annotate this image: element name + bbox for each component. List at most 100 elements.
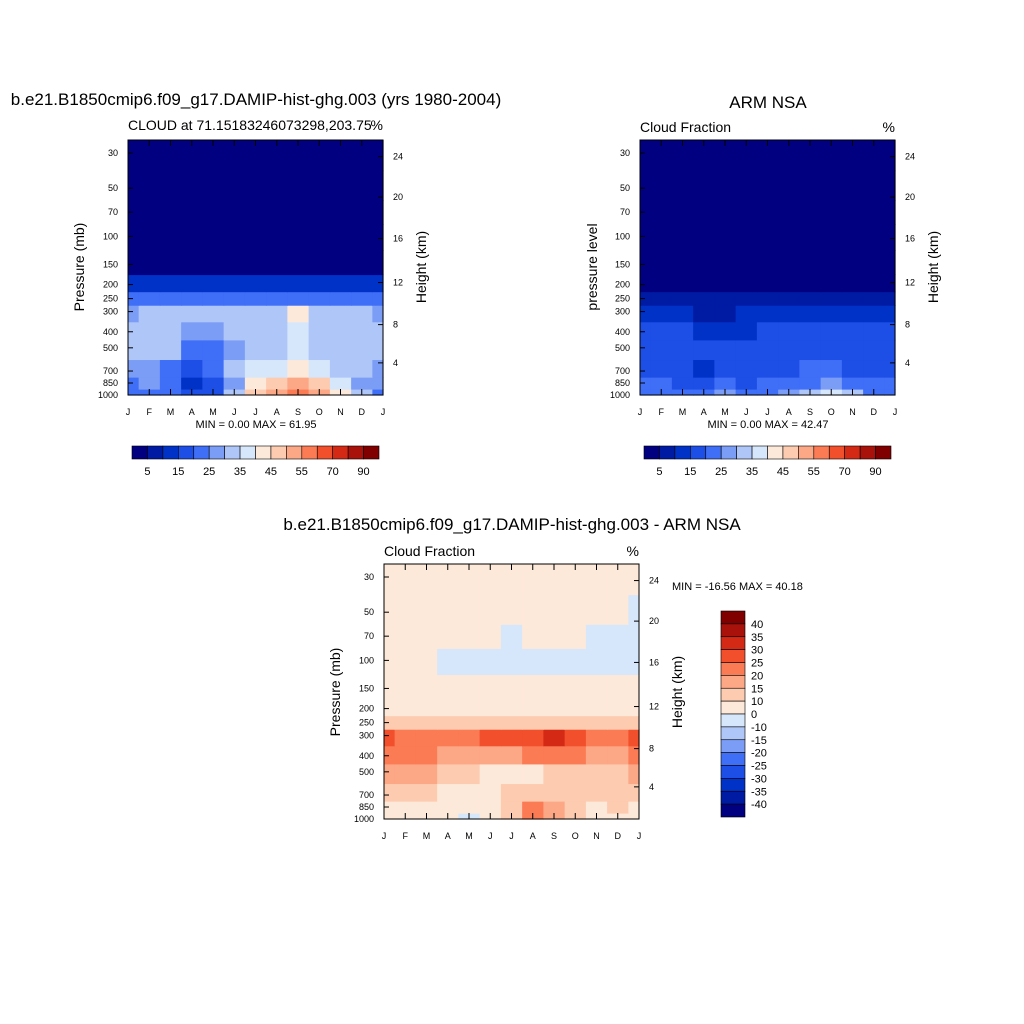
colorbar-label: 20 bbox=[751, 670, 763, 682]
panel-obs-title: ARM NSA bbox=[729, 93, 807, 112]
y-tick-label: 400 bbox=[103, 327, 118, 337]
y-tick-label: 700 bbox=[359, 790, 374, 800]
heatmap-cell bbox=[458, 783, 481, 802]
heatmap-cell bbox=[181, 170, 203, 201]
colorbar-label: -30 bbox=[751, 773, 767, 785]
heatmap-cell bbox=[884, 200, 896, 225]
heatmap-cell bbox=[329, 224, 352, 252]
heatmap-cell bbox=[607, 763, 629, 785]
heatmap-cell bbox=[607, 594, 629, 625]
x-tick-label: J bbox=[744, 407, 749, 417]
heatmap-cell bbox=[159, 250, 182, 276]
y-tick-label: 100 bbox=[103, 231, 118, 241]
heatmap-cell bbox=[384, 698, 396, 717]
heatmap-cell bbox=[181, 224, 203, 252]
y-tick-label: 850 bbox=[359, 802, 374, 812]
heatmap-cell bbox=[820, 305, 843, 323]
heatmap-cell bbox=[884, 359, 896, 378]
heatmap-cell bbox=[394, 783, 417, 802]
heatmap-cell bbox=[799, 291, 822, 306]
colorbar-label: 5 bbox=[656, 466, 662, 478]
heatmap-cell bbox=[266, 224, 288, 252]
heatmap-cell bbox=[863, 140, 885, 172]
heatmap-cell bbox=[415, 715, 438, 730]
heatmap-cell bbox=[756, 274, 779, 293]
x-tick-label: A bbox=[786, 407, 792, 417]
heatmap-cell bbox=[585, 624, 608, 649]
heatmap-cell bbox=[640, 339, 652, 361]
heatmap-cell bbox=[479, 564, 502, 596]
height-tick-label: 20 bbox=[649, 616, 659, 626]
heatmap-cell bbox=[778, 274, 800, 293]
heatmap-cell bbox=[159, 291, 182, 306]
heatmap-cell bbox=[128, 170, 140, 201]
x-tick-label: M bbox=[209, 407, 217, 417]
heatmap-cell bbox=[372, 389, 384, 396]
colorbar-label: -15 bbox=[751, 735, 767, 747]
height-tick-label: 12 bbox=[905, 278, 915, 288]
heatmap-cell bbox=[640, 389, 652, 396]
heatmap-cell bbox=[714, 339, 737, 361]
heatmap-cell bbox=[714, 250, 737, 276]
heatmap-cell bbox=[543, 594, 566, 625]
heatmap-cell bbox=[308, 339, 331, 361]
heatmap-cell bbox=[778, 170, 800, 201]
panel-diff-minmax: MIN = -16.56 MAX = 40.18 bbox=[672, 581, 803, 593]
colorbar-obs: 5 15 25 35 45 55 70 90 bbox=[643, 445, 892, 478]
panel-model-right-label: % bbox=[371, 117, 383, 133]
heatmap-cell bbox=[351, 250, 373, 276]
x-tick-label: D bbox=[871, 407, 878, 417]
heatmap-cell bbox=[308, 224, 331, 252]
heatmap-cell bbox=[351, 305, 373, 323]
heatmap-cell bbox=[308, 140, 331, 172]
x-tick-label: J bbox=[488, 831, 493, 841]
colorbar-swatch bbox=[720, 610, 746, 625]
heatmap-cell bbox=[650, 250, 673, 276]
colorbar-swatch bbox=[720, 726, 746, 741]
heatmap-cell bbox=[202, 170, 225, 201]
heatmap-cell bbox=[735, 359, 758, 378]
heatmap-cell bbox=[671, 224, 694, 252]
heatmap-cell bbox=[863, 250, 885, 276]
heatmap-cell bbox=[650, 359, 673, 378]
heatmap-cell bbox=[287, 339, 310, 361]
heatmap-cell bbox=[693, 377, 715, 390]
heatmap-cell bbox=[735, 274, 758, 293]
colorbar-swatch bbox=[147, 445, 164, 460]
heatmap-cell bbox=[394, 674, 417, 700]
heatmap-cell bbox=[479, 745, 502, 765]
heatmap-cell bbox=[607, 674, 629, 700]
height-tick-label: 8 bbox=[393, 320, 398, 330]
y-tick-label: 250 bbox=[103, 294, 118, 304]
heatmap-cell bbox=[884, 321, 896, 341]
heatmap-cell bbox=[884, 305, 896, 323]
heatmap-cell bbox=[884, 339, 896, 361]
heatmap-cell bbox=[564, 674, 587, 700]
heatmap-cell bbox=[287, 224, 310, 252]
panel-obs-right-label: % bbox=[883, 119, 895, 135]
heatmap-cell bbox=[244, 250, 267, 276]
heatmap-cell bbox=[543, 801, 566, 814]
heatmap-cell bbox=[308, 274, 331, 293]
heatmap-cell bbox=[437, 801, 459, 814]
heatmap-cell bbox=[650, 291, 673, 306]
x-tick-label: J bbox=[893, 407, 898, 417]
x-tick-label: M bbox=[679, 407, 687, 417]
panel-obs-plot: J F M A M J J A S O N D J 30 50 70 100 150 200 250 300 400 500… bbox=[610, 139, 915, 417]
heatmap-cell bbox=[223, 250, 246, 276]
heatmap-cell bbox=[351, 170, 373, 201]
colorbar-swatch bbox=[720, 739, 746, 753]
heatmap-cell bbox=[640, 359, 652, 378]
height-tick-label: 4 bbox=[649, 782, 654, 792]
colorbar-swatch bbox=[363, 445, 380, 460]
heatmap-cell bbox=[372, 321, 384, 341]
heatmap-cell bbox=[351, 200, 373, 225]
heatmap-cell bbox=[308, 200, 331, 225]
heatmap-cell bbox=[585, 674, 608, 700]
heatmap-cell bbox=[863, 224, 885, 252]
x-tick-label: N bbox=[849, 407, 856, 417]
heatmap-cell bbox=[714, 321, 737, 341]
y-tick-label: 30 bbox=[108, 148, 118, 158]
colorbar-label: 90 bbox=[869, 466, 881, 478]
heatmap-cell bbox=[479, 674, 502, 700]
